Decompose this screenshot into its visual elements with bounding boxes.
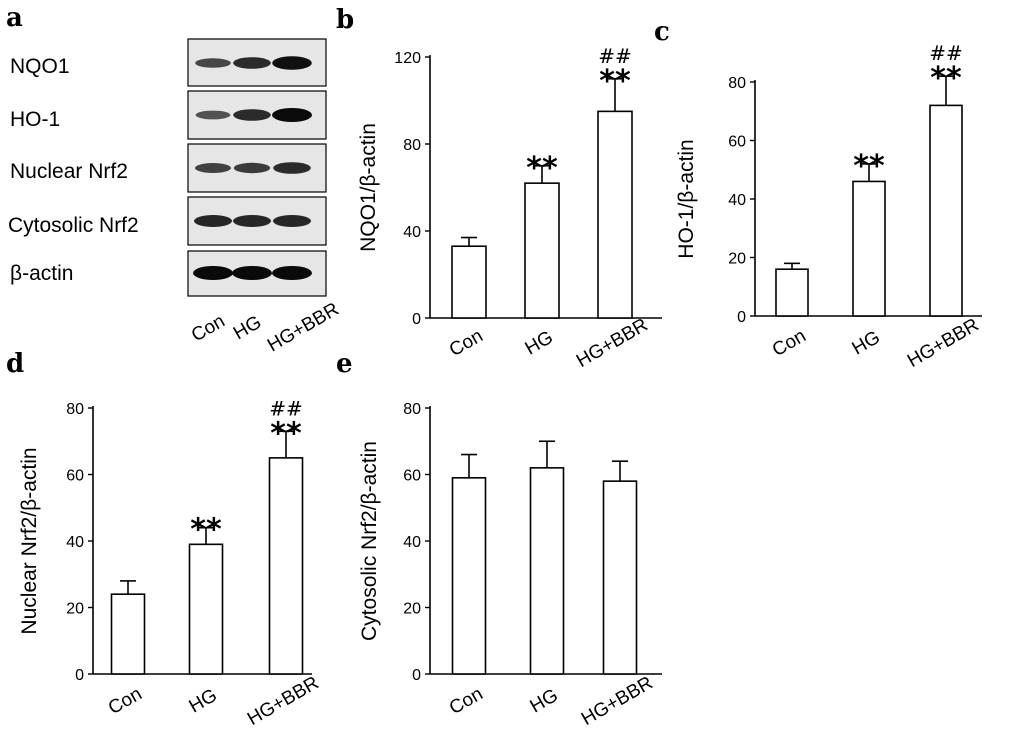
y-tick-label: 80 (66, 401, 84, 418)
y-tick-label: 60 (403, 468, 421, 485)
western-blot: NQO1 HO-1 Nuclear Nrf2 Cytosolic Nrf2 β-… (8, 38, 343, 357)
bar (775, 268, 809, 317)
panel-letter-b: b (336, 5, 354, 35)
bar (529, 467, 565, 675)
bar (524, 182, 560, 319)
y-tick-label: 80 (403, 401, 421, 418)
bar (110, 593, 146, 675)
category-label: Con (769, 325, 810, 361)
y-tick-label: 0 (737, 309, 746, 326)
bar (451, 477, 487, 675)
blot-label-nqo1: NQO1 (10, 55, 70, 78)
y-tick-label: 40 (403, 224, 421, 241)
blot-lane-hg-bbr: HG+BBR (264, 299, 343, 357)
blot-lane-con: Con (188, 311, 229, 347)
category-label: Con (446, 325, 487, 361)
significance-stars: ** (270, 416, 302, 451)
y-tick-label: 40 (403, 534, 421, 551)
bar (597, 110, 633, 319)
blot-lane-hg: HG (230, 312, 265, 344)
y-tick-label: 20 (728, 251, 746, 268)
category-label: HG (849, 327, 884, 359)
category-label: HG (527, 685, 562, 717)
blot-band (273, 215, 311, 227)
y-tick-label: 60 (728, 134, 746, 151)
chart-d: 0 20 40 60 80 Nuclear Nrf2/β-actin Con HG ** HG+B… (18, 396, 323, 730)
bar (852, 180, 886, 317)
blot-band (194, 215, 232, 227)
category-label: HG+BBR (573, 314, 652, 372)
y-tick-label: 80 (403, 137, 421, 154)
blot-label-nuclear-nrf2: Nuclear Nrf2 (10, 160, 128, 183)
blot-band (233, 215, 271, 227)
category-label: HG+BBR (244, 672, 323, 730)
category-label: HG+BBR (904, 314, 983, 372)
y-tick-label: 60 (66, 468, 84, 485)
category-label: HG+BBR (578, 672, 657, 730)
y-tick-label: 80 (728, 75, 746, 92)
y-tick-label: 20 (66, 601, 84, 618)
blot-band (233, 109, 271, 121)
y-tick-label: 0 (75, 667, 84, 684)
blot-band (195, 58, 231, 68)
bar (602, 480, 638, 675)
panel-letter-d: d (6, 349, 24, 379)
significance-stars: ** (526, 151, 558, 186)
significance-hash: ## (598, 44, 632, 68)
blot-band (233, 57, 271, 69)
y-axis-label: NQO1/β-actin (357, 123, 380, 252)
significance-hash: ## (269, 396, 303, 420)
blot-band (272, 108, 312, 122)
blot-band (233, 162, 271, 174)
bar (188, 543, 224, 675)
blot-band (272, 56, 312, 70)
bar (929, 104, 963, 317)
category-label: Con (446, 683, 487, 719)
blot-band (272, 266, 312, 280)
significance-stars: ** (190, 513, 222, 548)
category-label: Con (105, 683, 146, 719)
significance-stars: ** (599, 64, 631, 99)
blot-label-cytosolic-nrf2: Cytosolic Nrf2 (8, 214, 139, 237)
y-tick-label: 40 (66, 534, 84, 551)
blot-label-beta-actin: β-actin (10, 262, 73, 285)
significance-stars: ** (930, 61, 962, 96)
category-label: HG (186, 685, 221, 717)
bar (451, 245, 487, 319)
blot-band (273, 162, 311, 174)
chart-e: 0 20 40 60 80 Cytosolic Nrf2/β-actin Con HG HG+B… (358, 401, 662, 730)
category-label: HG (522, 327, 557, 359)
blot-band (193, 266, 233, 280)
y-axis-label: HO-1/β-actin (675, 139, 698, 258)
blot-band (195, 110, 231, 120)
y-axis-label: Cytosolic Nrf2/β-actin (358, 441, 381, 641)
y-tick-label: 120 (394, 50, 421, 67)
y-tick-label: 20 (403, 601, 421, 618)
bar (268, 457, 304, 675)
panel-letter-e: e (336, 349, 353, 379)
blot-label-ho1: HO-1 (10, 108, 60, 131)
blot-band (195, 163, 231, 173)
y-axis-label: Nuclear Nrf2/β-actin (18, 447, 41, 634)
significance-hash: ## (929, 41, 963, 65)
significance-stars: ** (853, 149, 885, 184)
blot-band (232, 266, 272, 280)
panel-letter-a: a (6, 3, 23, 33)
y-tick-label: 40 (728, 192, 746, 209)
y-tick-label: 0 (412, 667, 421, 684)
panel-letter-c: c (654, 17, 670, 47)
y-tick-label: 0 (412, 311, 421, 328)
